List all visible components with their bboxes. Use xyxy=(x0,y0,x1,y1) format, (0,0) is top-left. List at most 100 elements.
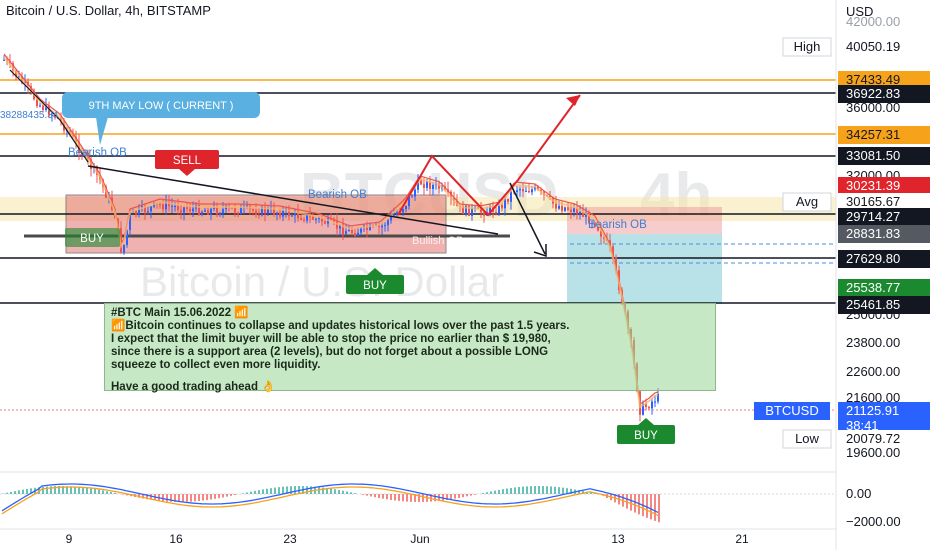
callout-box xyxy=(62,92,260,118)
avg-label: Avg xyxy=(796,194,818,209)
ma-red-line xyxy=(3,53,659,406)
high-label: High xyxy=(794,39,821,54)
chart-title[interactable]: Bitcoin / U.S. Dollar, 4h, BITSTAMP xyxy=(6,3,211,18)
buy-right-box xyxy=(617,425,675,444)
tick-21600: 21600.00 xyxy=(846,390,900,405)
buy-label-right: BUY xyxy=(617,418,675,444)
buy-mid-text: BUY xyxy=(363,280,387,292)
badge-34257-box xyxy=(838,126,930,144)
buy-label-mid: BUY xyxy=(346,268,404,294)
buy-label-left: BUY xyxy=(65,228,120,247)
avg-value: 30165.67 xyxy=(846,194,900,209)
badge-34257: 34257.31 xyxy=(846,127,900,142)
idea-note: #BTC Main 15.06.2022 📶 📶Bitcoin continue… xyxy=(104,303,716,393)
may-low-callout: 9TH MAY LOW ( CURRENT ) xyxy=(62,92,260,145)
bullish-ob-label: Bullish OB xyxy=(412,235,463,247)
left-values-label: 38288435.34 xyxy=(0,110,59,121)
sell-text: SELL xyxy=(173,155,202,167)
note-line-4: squeeze to collect even more liquidity. xyxy=(111,359,321,371)
badge-37433: 37433.49 xyxy=(846,72,900,87)
sell-box xyxy=(155,150,219,169)
red-zone-right xyxy=(567,207,722,234)
bearish-ob-label-3: Bearish OB xyxy=(588,219,647,231)
buy-mid-pointer xyxy=(367,268,383,275)
avg-value-box xyxy=(838,193,930,211)
time-axis[interactable]: 9 16 23 Jun 13 21 xyxy=(66,532,749,546)
badge-33081: 33081.50 xyxy=(846,148,900,163)
badge-25538-box xyxy=(838,279,930,297)
bearish-ob-label-2: Bearish OB xyxy=(308,189,367,201)
time-label-13: 13 xyxy=(611,532,625,546)
badge-36922: 36922.83 xyxy=(846,86,900,101)
badge-33081-box xyxy=(838,147,930,165)
bearish-ob-label-1: Bearish OB xyxy=(68,147,127,159)
watermark-name: Bitcoin / U.S. Dollar xyxy=(140,258,504,305)
note-title: #BTC Main 15.06.2022 📶 xyxy=(111,307,249,319)
badge-25461: 25461.85 xyxy=(846,297,900,312)
badge-28831-box xyxy=(838,225,930,243)
badge-28831: 28831.83 xyxy=(846,226,900,241)
sell-label: SELL xyxy=(155,150,219,176)
time-label-23: 23 xyxy=(283,532,297,546)
sell-pointer xyxy=(179,169,195,176)
buy-left-text: BUY xyxy=(80,233,104,245)
high-label-box xyxy=(782,37,832,57)
callout-pointer xyxy=(96,117,108,145)
time-label-16: 16 xyxy=(169,532,183,546)
tick-19600: 19600.00 xyxy=(846,445,900,460)
indicator-min-label: −2000.00 xyxy=(846,514,901,529)
macd-line xyxy=(1,483,659,513)
badge-27629-box xyxy=(838,250,930,268)
callout-text: 9TH MAY LOW ( CURRENT ) xyxy=(89,100,234,112)
buy-right-pointer xyxy=(638,418,654,425)
note-line-3: since there is a support area (2 levels)… xyxy=(111,346,549,358)
price-badges: High 40050.19 37433.49 36922.83 34257.31… xyxy=(754,37,930,449)
black-arrow-head xyxy=(533,244,547,258)
note-line-5: Have a good trading ahead 👌 xyxy=(111,381,276,393)
tick-36000: 36000.00 xyxy=(846,100,900,115)
badge-25538: 25538.77 xyxy=(846,280,900,295)
btc-symbol-box xyxy=(754,402,830,420)
time-label-21: 21 xyxy=(735,532,749,546)
low-value-box xyxy=(838,430,930,448)
high-value: 40050.19 xyxy=(846,39,900,54)
buy-right-text: BUY xyxy=(634,430,658,442)
tick-42000: 42000.00 xyxy=(846,14,900,29)
badge-30231: 30231.39 xyxy=(846,178,900,193)
low-label-box xyxy=(782,429,832,449)
note-line-2: I expect that the limit buyer will be ab… xyxy=(111,333,551,345)
btc-symbol: BTCUSD xyxy=(765,403,818,418)
badge-29714: 29714.27 xyxy=(846,209,900,224)
badge-36922-box xyxy=(838,85,930,103)
tick-23800: 23800.00 xyxy=(846,335,900,350)
badge-25461-box xyxy=(838,296,930,314)
buy-left-box xyxy=(65,228,120,247)
low-value: 20079.72 xyxy=(846,431,900,446)
signal-line xyxy=(1,486,659,516)
badge-37433-box xyxy=(838,71,930,89)
badge-27629: 27629.80 xyxy=(846,251,900,266)
buy-mid-box xyxy=(346,275,404,294)
high-value-box xyxy=(838,38,930,56)
indicator-zero-label: 0.00 xyxy=(846,486,871,501)
time-label-9: 9 xyxy=(66,532,73,546)
red-arrow-head xyxy=(566,95,580,106)
teal-zone xyxy=(567,234,722,304)
countdown: 38:41 xyxy=(846,418,879,433)
avg-label-box xyxy=(782,192,832,212)
trend-line-left xyxy=(9,69,89,163)
note-line-1: 📶Bitcoin continues to collapse and updat… xyxy=(111,320,570,332)
btc-price: 21125.91 xyxy=(846,403,899,418)
currency-label: USD xyxy=(846,4,873,19)
tick-22600: 22600.00 xyxy=(846,364,900,379)
black-projection-path xyxy=(509,182,546,255)
low-label: Low xyxy=(795,431,819,446)
time-label-jun: Jun xyxy=(410,532,429,546)
red-projection-path xyxy=(397,94,581,217)
badge-30231-box xyxy=(838,177,930,195)
ma-orange-line xyxy=(3,56,659,409)
badge-29714-box xyxy=(838,208,930,226)
trend-line-descending xyxy=(87,165,499,235)
btc-price-box xyxy=(838,402,930,434)
